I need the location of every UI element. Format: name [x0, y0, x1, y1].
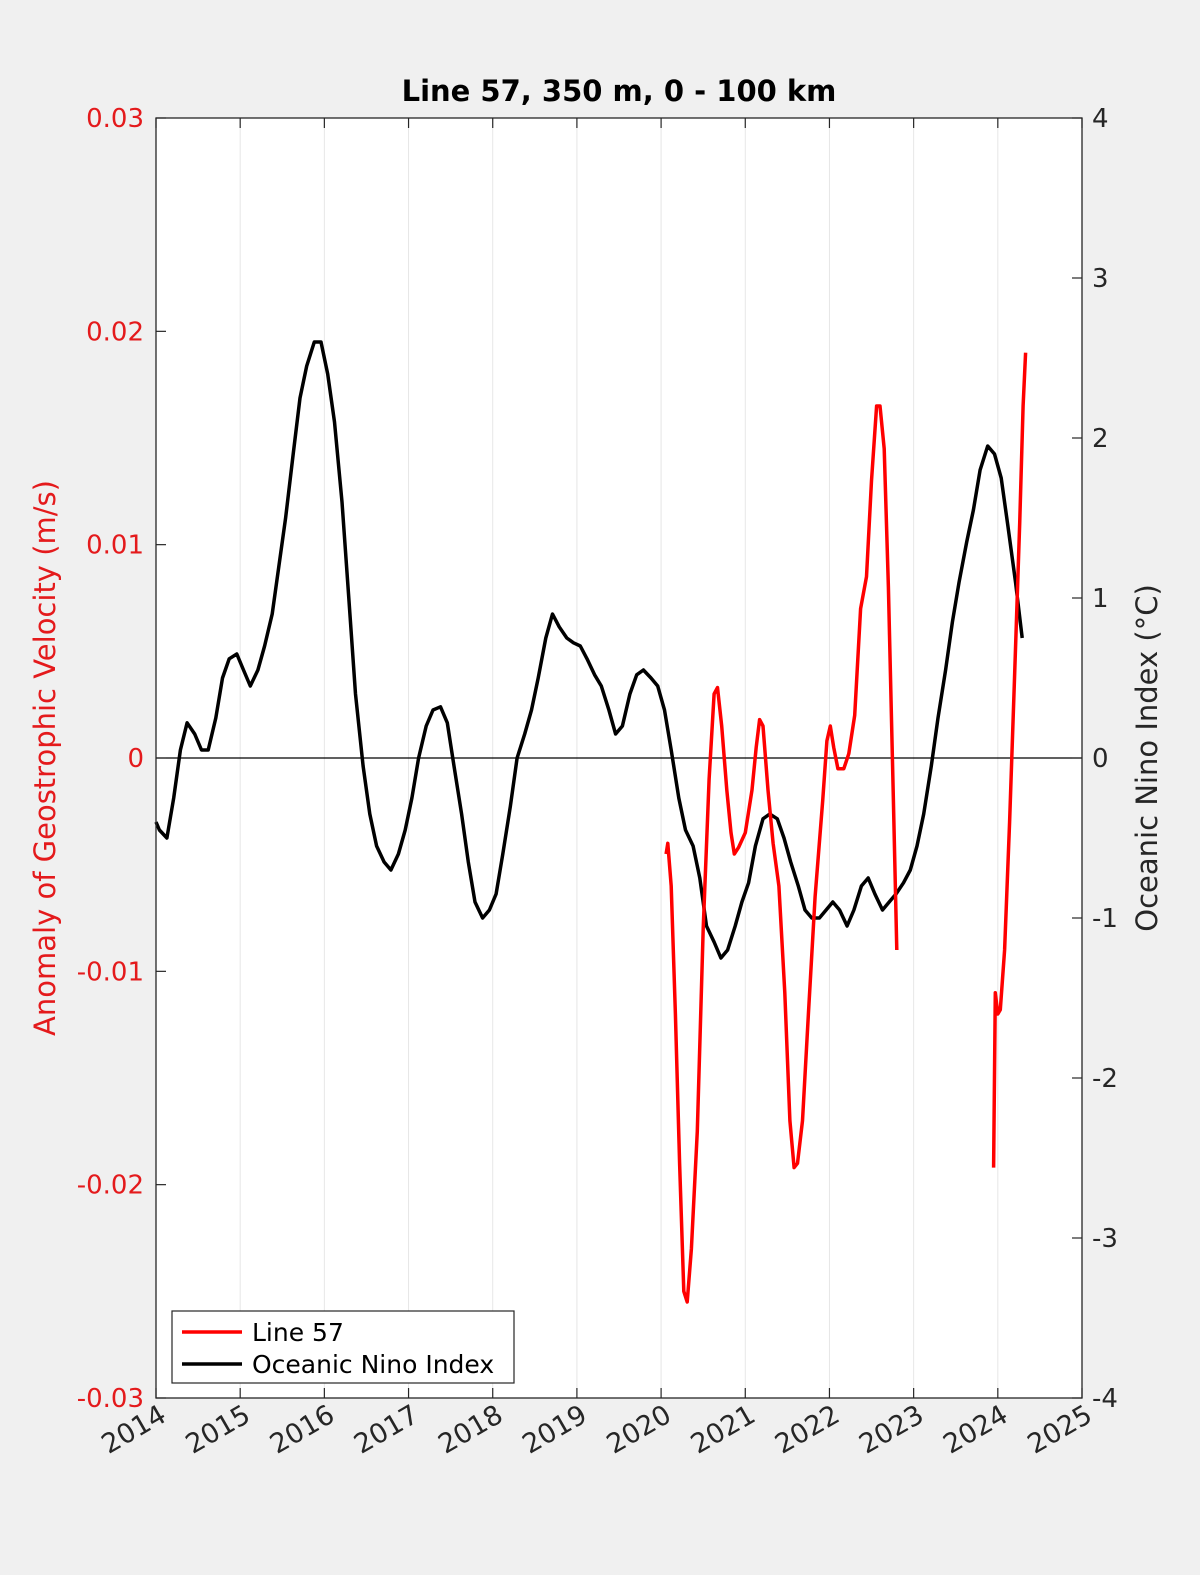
legend-box: [171, 1310, 515, 1384]
left-y-axis-label: Anomaly of Geostrophic Velocity (m/s): [28, 480, 62, 1036]
left-y-axis: -0.03 -0.02 -0.01 0 0.01 0.02 0.03: [77, 104, 166, 1414]
right-y-axis: -4 -3 -2 -1 0 1 2 3 4: [1072, 104, 1118, 1414]
y-left-tick-label: -0.03: [77, 1384, 144, 1414]
y-left-tick-label: 0.01: [86, 531, 144, 561]
series-line-line-57-segment-1: [664, 404, 899, 1304]
y-right-tick-label: 1: [1092, 584, 1109, 614]
y-left-tick-label: 0.02: [86, 317, 144, 347]
y-left-tick-label: -0.01: [77, 957, 144, 987]
legend: Line 57 Oceanic Nino Index: [171, 1310, 515, 1384]
y-left-tick-label: 0: [127, 744, 144, 774]
series-line-line-57-segment-2: [991, 352, 1028, 1168]
chart-title: Line 57, 350 m, 0 - 100 km: [402, 74, 837, 108]
series-layer: [154, 340, 1028, 1304]
legend-oni-label: Oceanic Nino Index: [252, 1350, 494, 1379]
y-right-tick-label: 2: [1092, 424, 1109, 454]
right-y-axis-label: Oceanic Nino Index (°C): [1130, 584, 1164, 932]
y-right-tick-label: -3: [1092, 1224, 1118, 1254]
y-right-tick-label: -2: [1092, 1064, 1118, 1094]
y-right-tick-label: 4: [1092, 104, 1109, 134]
legend-line57-label: Line 57: [252, 1318, 344, 1347]
y-left-tick-label: -0.02: [77, 1171, 144, 1201]
y-right-tick-label: -1: [1092, 904, 1118, 934]
series-line-oceanic-nino-index: [154, 340, 1024, 960]
y-right-tick-label: -4: [1092, 1384, 1118, 1414]
y-right-tick-label: 0: [1092, 744, 1109, 774]
y-right-tick-label: 3: [1092, 264, 1109, 294]
y-left-tick-label: 0.03: [86, 104, 144, 134]
